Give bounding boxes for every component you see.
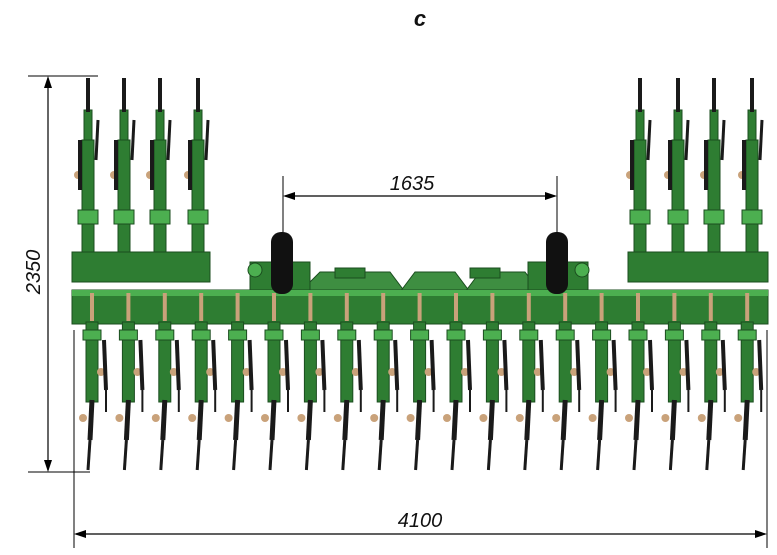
right-wheel [546, 232, 568, 294]
lower-tine [370, 321, 400, 471]
lower-tine [552, 321, 582, 471]
figure-label: c [414, 6, 426, 31]
dimension-width: 4100 [73, 330, 768, 548]
wing-tine [110, 78, 136, 253]
lower-tine [697, 321, 727, 471]
lower-tine [479, 321, 509, 471]
wing-tine [184, 78, 210, 253]
left-folded-wing [74, 78, 210, 280]
right-folded-wing [626, 78, 764, 280]
lower-tine [406, 321, 436, 471]
lower-tine [443, 321, 472, 471]
cultivator-frame [71, 78, 769, 471]
lower-tine [515, 321, 545, 471]
lower-tine [333, 321, 363, 471]
lower-tine [224, 321, 254, 471]
lower-tine [115, 321, 145, 471]
lower-tine [625, 321, 654, 471]
center-hitch [247, 261, 590, 293]
lower-tine [734, 321, 764, 471]
lower-tine [588, 321, 618, 471]
lower-tine [79, 321, 108, 471]
left-wheel [271, 232, 293, 294]
wing-tine [738, 78, 764, 253]
wing-tine [74, 78, 100, 253]
dimension-height: 2350 [23, 75, 98, 473]
lower-tine [151, 321, 181, 471]
width-label: 4100 [398, 510, 443, 532]
dimension-wheel-track: 1635 [282, 173, 558, 232]
height-label: 2350 [23, 250, 45, 296]
wing-tine [664, 78, 690, 253]
wing-tine [700, 78, 726, 253]
wing-tine [146, 78, 172, 253]
lower-tine [297, 321, 327, 471]
lower-tine [661, 321, 691, 471]
lower-tine [188, 321, 218, 471]
wheel-track-label: 1635 [390, 173, 435, 195]
lower-tine [261, 321, 290, 471]
lower-tine-row [79, 293, 764, 471]
left-wing-beam [71, 251, 211, 283]
right-wing-beam [627, 251, 769, 283]
wing-tine [626, 78, 652, 253]
